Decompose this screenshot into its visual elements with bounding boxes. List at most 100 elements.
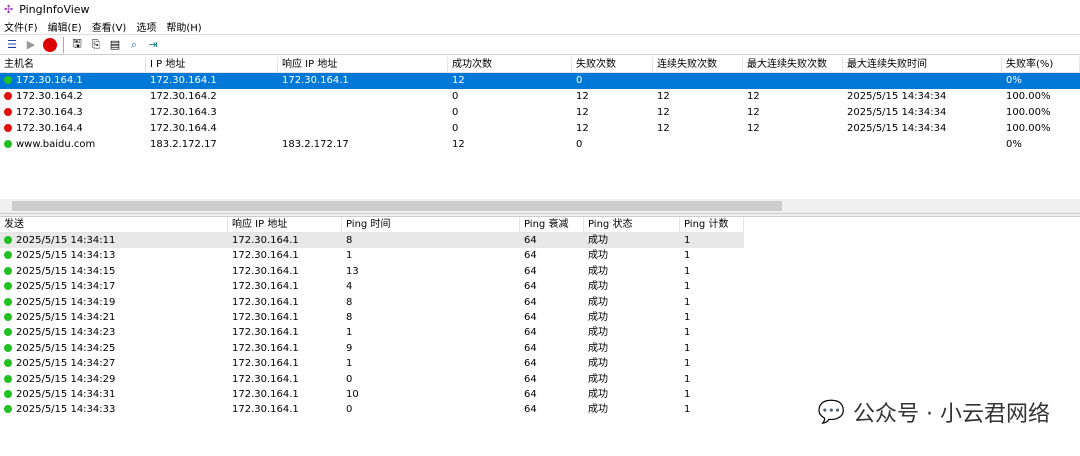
pane-splitter[interactable] bbox=[0, 213, 1080, 217]
log-row[interactable]: 2025/5/15 14:34:29 172.30.164.1 0 64 成功 1 bbox=[0, 372, 744, 387]
table-cell: 1 bbox=[680, 402, 690, 417]
table-cell: 64 bbox=[520, 264, 537, 279]
menu-item[interactable]: 帮助(H) bbox=[166, 22, 202, 34]
column-header[interactable]: Ping 状态 bbox=[584, 217, 680, 233]
column-header[interactable]: 成功次数 bbox=[448, 57, 572, 73]
fail-status-icon bbox=[4, 108, 12, 116]
column-header[interactable]: 失败次数 bbox=[572, 57, 653, 73]
cell-text: 成功 bbox=[588, 327, 608, 339]
table-cell: 172.30.164.4 bbox=[146, 121, 217, 137]
column-header[interactable]: I P 地址 bbox=[146, 57, 278, 73]
column-header[interactable]: 连续失败次数 bbox=[653, 57, 743, 73]
column-header[interactable]: 发送 bbox=[0, 217, 228, 233]
table-cell: 172.30.164.1 bbox=[228, 264, 299, 279]
title-bar: ✣ PingInfoView bbox=[0, 0, 1080, 18]
column-header[interactable]: 主机名 bbox=[0, 57, 146, 73]
cell-text: 172.30.164.1 bbox=[232, 250, 299, 262]
options-icon[interactable]: ▤ bbox=[109, 38, 121, 51]
host-row[interactable]: 172.30.164.1 172.30.164.1 172.30.164.1 12 0 0… bbox=[0, 73, 1080, 89]
cell-text: 2025/5/15 14:34:27 bbox=[16, 358, 116, 370]
table-cell: 183.2.172.17 bbox=[278, 137, 349, 153]
log-row[interactable]: 2025/5/15 14:34:27 172.30.164.1 1 64 成功 1 bbox=[0, 356, 744, 371]
start-icon[interactable]: ▶ bbox=[26, 38, 36, 51]
horizontal-scrollbar[interactable] bbox=[0, 199, 1080, 213]
report-icon[interactable]: ⌕ bbox=[130, 37, 138, 51]
exit-icon[interactable]: ⇥ bbox=[148, 38, 158, 51]
cell-text: 成功 bbox=[588, 358, 608, 370]
table-cell: 1 bbox=[680, 279, 690, 294]
success-status-icon bbox=[4, 236, 12, 244]
fail-status-icon bbox=[4, 124, 12, 132]
column-header[interactable]: 失败率(%) bbox=[1002, 57, 1080, 73]
column-header[interactable]: Ping 衰减 bbox=[520, 217, 584, 233]
hosts-pane: 主机名 I P 地址 响应 IP 地址 成功次数 失败次数 连续失败次数 最大连续失败次数最… bbox=[0, 57, 1080, 213]
host-row[interactable]: 172.30.164.2 172.30.164.2 0 12 12 12 2025/5/15… bbox=[0, 89, 1080, 105]
copy-icon[interactable]: ⎘ bbox=[91, 37, 101, 51]
properties-icon[interactable]: ☰ bbox=[7, 38, 17, 51]
cell-text: 100.00% bbox=[1006, 123, 1051, 134]
table-cell: 172.30.164.1 bbox=[146, 73, 217, 89]
scrollbar-thumb[interactable] bbox=[12, 201, 782, 211]
log-row[interactable]: 2025/5/15 14:34:23 172.30.164.1 1 64 成功 1 bbox=[0, 325, 744, 340]
table-cell: 172.30.164.1 bbox=[228, 295, 299, 310]
log-row[interactable]: 2025/5/15 14:34:13 172.30.164.1 1 64 成功 1 bbox=[0, 248, 744, 263]
host-row[interactable]: www.baidu.com 183.2.172.17 183.2.172.17 12 0… bbox=[0, 137, 1080, 153]
menu-item[interactable]: 编辑(E) bbox=[47, 22, 82, 34]
table-cell: 成功 bbox=[584, 264, 608, 279]
column-header[interactable]: 最大连续失败次数 bbox=[743, 57, 843, 73]
cell-text: 0 bbox=[452, 123, 459, 134]
log-row[interactable]: 2025/5/15 14:34:17 172.30.164.1 4 64 成功 1 bbox=[0, 279, 744, 294]
table-cell: 172.30.164.1 bbox=[228, 387, 299, 402]
cell-text: 172.30.164.1 bbox=[232, 265, 299, 277]
host-row[interactable]: 172.30.164.3 172.30.164.3 0 12 12 12 2025/5/15… bbox=[0, 105, 1080, 121]
stop-icon[interactable] bbox=[42, 37, 58, 53]
table-cell: 成功 bbox=[584, 402, 608, 417]
table-cell: www.baidu.com bbox=[0, 137, 95, 153]
cell-text: 12 bbox=[576, 107, 589, 118]
cell-text: 64 bbox=[524, 388, 537, 400]
log-row[interactable]: 2025/5/15 14:34:19 172.30.164.1 8 64 成功 1 bbox=[0, 295, 744, 310]
save-icon[interactable]: 🖫 bbox=[72, 37, 82, 50]
cell-text: 172.30.164.4 bbox=[150, 123, 217, 134]
column-header[interactable]: 响应 IP 地址 bbox=[278, 57, 448, 73]
menu-item[interactable]: 查看(V) bbox=[91, 22, 127, 34]
log-row[interactable]: 2025/5/15 14:34:21 172.30.164.1 8 64 成功 1 bbox=[0, 310, 744, 325]
success-status-icon bbox=[4, 389, 12, 398]
menu-item[interactable]: 选项 bbox=[136, 22, 157, 34]
table-cell: 2025/5/15 14:34:34 bbox=[843, 121, 946, 137]
cell-text: 1 bbox=[684, 342, 691, 354]
table-cell: 0 bbox=[448, 121, 458, 137]
log-row[interactable]: 2025/5/15 14:34:11 172.30.164.1 8 64 成功 1 bbox=[0, 233, 744, 249]
cell-text: 成功 bbox=[588, 235, 608, 246]
cell-text: 2025/5/15 14:34:13 bbox=[16, 250, 116, 262]
log-row[interactable]: 2025/5/15 14:34:33 172.30.164.1 0 64 成功 1 bbox=[0, 402, 744, 417]
cell-text: 0 bbox=[346, 373, 353, 385]
cell-text: 64 bbox=[524, 235, 537, 246]
log-row[interactable]: 2025/5/15 14:34:25 172.30.164.1 9 64 成功 1 bbox=[0, 341, 744, 356]
cell-text: 12 bbox=[657, 91, 670, 102]
column-header[interactable]: 最大连续失败时间 bbox=[843, 57, 1002, 73]
column-header[interactable]: Ping 时间 bbox=[342, 217, 520, 233]
table-cell: 2025/5/15 14:34:25 bbox=[0, 341, 115, 356]
menu-item[interactable]: 文件(F) bbox=[4, 22, 38, 34]
cell-text: 172.30.164.1 bbox=[16, 75, 83, 86]
cell-text: 172.30.164.3 bbox=[16, 107, 83, 118]
table-cell: 172.30.164.3 bbox=[0, 105, 83, 121]
cell-text: 172.30.164.1 bbox=[232, 235, 299, 246]
host-row[interactable]: 172.30.164.4 172.30.164.4 0 12 12 12 2025/5/15… bbox=[0, 121, 1080, 137]
cell-text: 0 bbox=[576, 139, 583, 150]
table-cell: 8 bbox=[342, 233, 352, 248]
cell-text: 1 bbox=[684, 373, 691, 385]
table-cell: 2025/5/15 14:34:34 bbox=[843, 89, 946, 105]
table-cell: 成功 bbox=[584, 279, 608, 294]
log-row[interactable]: 2025/5/15 14:34:15 172.30.164.1 13 64 成功 1 bbox=[0, 264, 744, 279]
table-cell: 1 bbox=[680, 264, 690, 279]
log-row[interactable]: 2025/5/15 14:34:31 172.30.164.1 10 64 成功 1 bbox=[0, 387, 744, 402]
column-header[interactable]: 响应 IP 地址 bbox=[228, 217, 342, 233]
table-cell: 64 bbox=[520, 248, 537, 263]
success-status-icon bbox=[4, 405, 12, 414]
table-cell: 64 bbox=[520, 233, 537, 248]
success-status-icon bbox=[4, 282, 12, 291]
table-cell: 13 bbox=[342, 264, 359, 279]
column-header[interactable]: Ping 计数 bbox=[680, 217, 744, 233]
